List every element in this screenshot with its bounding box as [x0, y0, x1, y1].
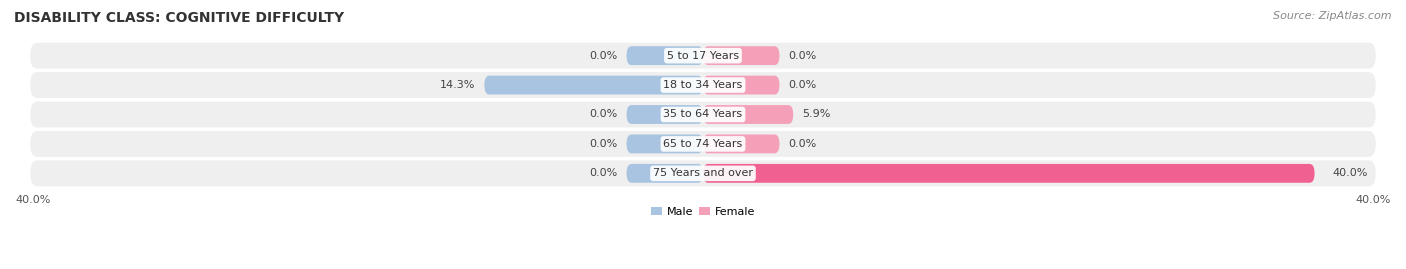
Legend: Male, Female: Male, Female: [647, 202, 759, 221]
FancyBboxPatch shape: [703, 46, 779, 65]
FancyBboxPatch shape: [627, 164, 703, 183]
FancyBboxPatch shape: [627, 134, 703, 153]
FancyBboxPatch shape: [627, 105, 703, 124]
Text: 75 Years and over: 75 Years and over: [652, 168, 754, 178]
Text: 40.0%: 40.0%: [15, 194, 51, 204]
FancyBboxPatch shape: [703, 105, 793, 124]
Text: 0.0%: 0.0%: [589, 109, 617, 119]
Text: 0.0%: 0.0%: [789, 51, 817, 61]
Text: 0.0%: 0.0%: [789, 139, 817, 149]
Text: 14.3%: 14.3%: [440, 80, 475, 90]
FancyBboxPatch shape: [31, 101, 1375, 128]
FancyBboxPatch shape: [31, 160, 1375, 186]
FancyBboxPatch shape: [703, 134, 779, 153]
Text: 0.0%: 0.0%: [589, 139, 617, 149]
FancyBboxPatch shape: [703, 76, 779, 94]
Text: 65 to 74 Years: 65 to 74 Years: [664, 139, 742, 149]
Text: 40.0%: 40.0%: [1333, 168, 1368, 178]
FancyBboxPatch shape: [703, 164, 1315, 183]
Text: 5.9%: 5.9%: [803, 109, 831, 119]
FancyBboxPatch shape: [485, 76, 703, 94]
FancyBboxPatch shape: [627, 46, 703, 65]
Text: Source: ZipAtlas.com: Source: ZipAtlas.com: [1274, 11, 1392, 21]
Text: DISABILITY CLASS: COGNITIVE DIFFICULTY: DISABILITY CLASS: COGNITIVE DIFFICULTY: [14, 11, 344, 25]
Text: 0.0%: 0.0%: [589, 51, 617, 61]
FancyBboxPatch shape: [31, 43, 1375, 69]
Text: 40.0%: 40.0%: [1355, 194, 1391, 204]
Text: 0.0%: 0.0%: [789, 80, 817, 90]
Text: 35 to 64 Years: 35 to 64 Years: [664, 109, 742, 119]
FancyBboxPatch shape: [31, 72, 1375, 98]
FancyBboxPatch shape: [31, 131, 1375, 157]
Text: 5 to 17 Years: 5 to 17 Years: [666, 51, 740, 61]
Text: 0.0%: 0.0%: [589, 168, 617, 178]
Text: 18 to 34 Years: 18 to 34 Years: [664, 80, 742, 90]
